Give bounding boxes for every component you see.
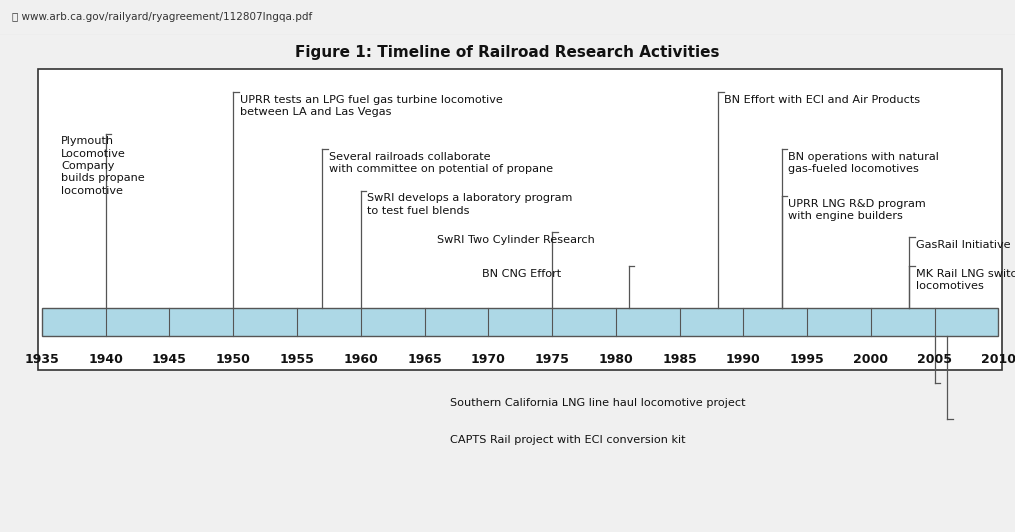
Text: 1975: 1975: [535, 353, 569, 366]
Text: Plymouth
Locomotive
Company
builds propane
locomotive: Plymouth Locomotive Company builds propa…: [61, 136, 145, 196]
Text: Ⓞ www.arb.ca.gov/railyard/ryagreement/112807lngqa.pdf: Ⓞ www.arb.ca.gov/railyard/ryagreement/11…: [12, 12, 313, 22]
Text: SwRI Two Cylinder Research: SwRI Two Cylinder Research: [437, 235, 595, 245]
Text: UPRR tests an LPG fuel gas turbine locomotive
between LA and Las Vegas: UPRR tests an LPG fuel gas turbine locom…: [240, 95, 502, 117]
Text: 1990: 1990: [726, 353, 761, 366]
Text: BN Effort with ECI and Air Products: BN Effort with ECI and Air Products: [725, 95, 921, 105]
Text: Southern California LNG line haul locomotive project: Southern California LNG line haul locomo…: [450, 398, 746, 409]
Text: CAPTS Rail project with ECI conversion kit: CAPTS Rail project with ECI conversion k…: [450, 435, 685, 445]
Text: 1965: 1965: [407, 353, 442, 366]
Text: UPRR LNG R&D program
with engine builders: UPRR LNG R&D program with engine builder…: [788, 198, 926, 221]
Text: 1940: 1940: [88, 353, 123, 366]
Text: MK Rail LNG switch
locomotives: MK Rail LNG switch locomotives: [916, 269, 1015, 291]
Text: 2000: 2000: [854, 353, 888, 366]
Text: 1950: 1950: [216, 353, 251, 366]
Text: 1995: 1995: [790, 353, 824, 366]
Text: 1970: 1970: [471, 353, 505, 366]
Text: GasRail Initiative: GasRail Initiative: [916, 240, 1010, 250]
Text: Several railroads collaborate
with committee on potential of propane: Several railroads collaborate with commi…: [329, 152, 553, 174]
Text: 1935: 1935: [24, 353, 59, 366]
Text: 2005: 2005: [918, 353, 952, 366]
Text: 1960: 1960: [343, 353, 379, 366]
Text: 1955: 1955: [279, 353, 315, 366]
Text: 1985: 1985: [662, 353, 697, 366]
Text: BN CNG Effort: BN CNG Effort: [482, 269, 561, 279]
Text: Figure 1: Timeline of Railroad Research Activities: Figure 1: Timeline of Railroad Research …: [295, 45, 720, 60]
Text: BN operations with natural
gas-fueled locomotives: BN operations with natural gas-fueled lo…: [788, 152, 939, 174]
Text: 1945: 1945: [152, 353, 187, 366]
Text: 1980: 1980: [599, 353, 633, 366]
Bar: [42, 307, 999, 336]
Bar: [39, 69, 1002, 370]
Text: SwRI develops a laboratory program
to test fuel blends: SwRI develops a laboratory program to te…: [367, 193, 572, 216]
Text: 2010: 2010: [980, 353, 1015, 366]
